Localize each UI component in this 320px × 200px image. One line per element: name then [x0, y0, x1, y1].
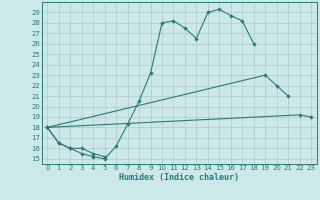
- X-axis label: Humidex (Indice chaleur): Humidex (Indice chaleur): [119, 173, 239, 182]
